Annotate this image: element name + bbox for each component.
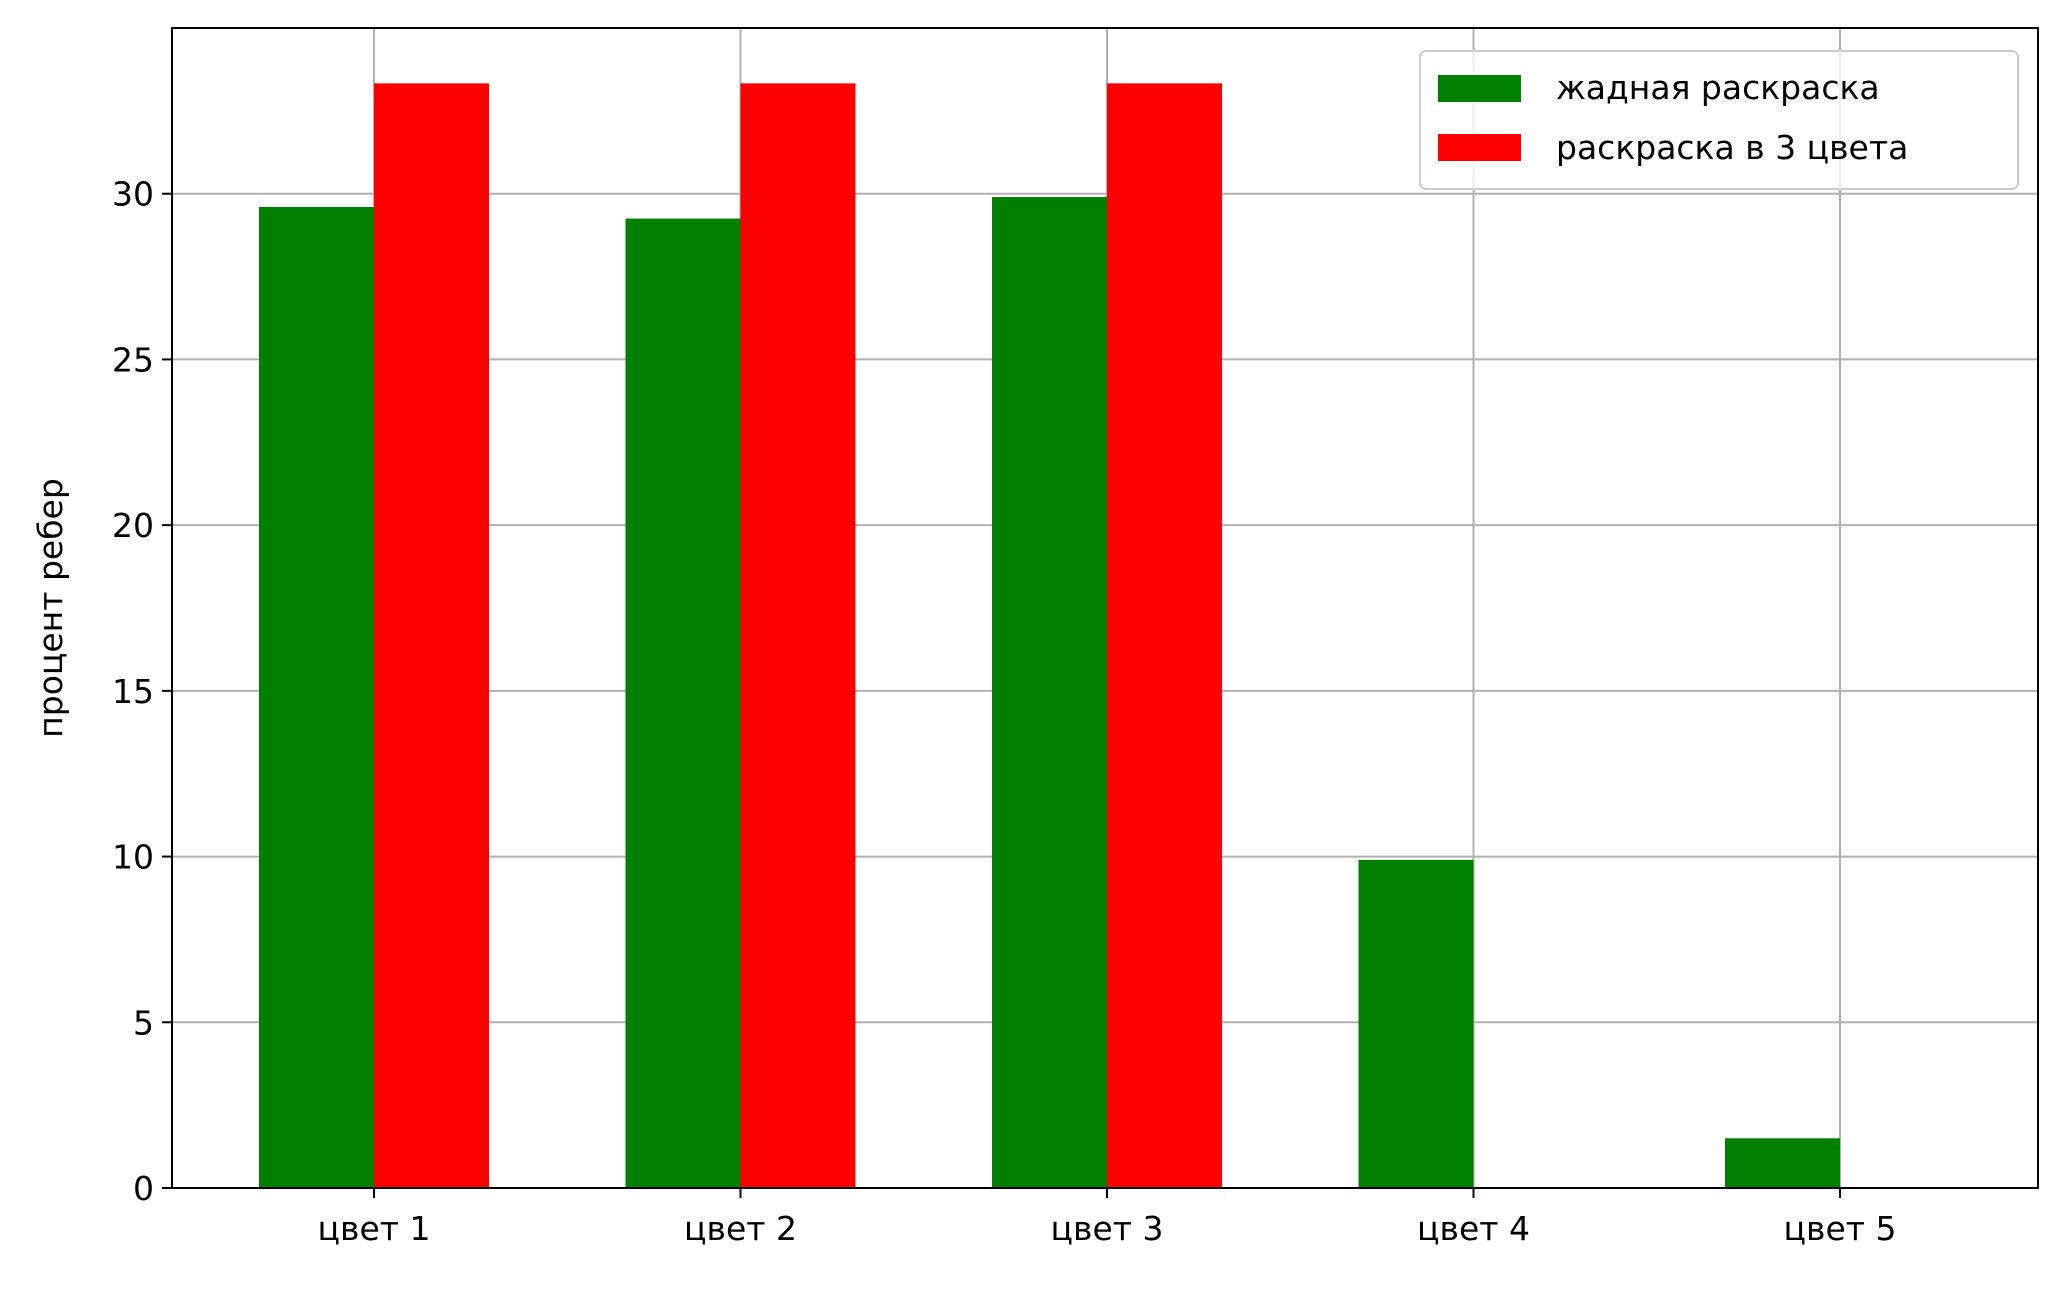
y-tick-label: 15 (112, 672, 154, 711)
legend-swatch-three-color (1438, 134, 1521, 161)
bar-three-color-1 (374, 83, 489, 1188)
y-tick-label: 5 (133, 1003, 154, 1042)
y-tick-label: 0 (133, 1169, 154, 1208)
bar-three-color-3 (1107, 83, 1222, 1188)
bar-greedy-1 (259, 206, 374, 1188)
legend-swatch-greedy (1438, 75, 1521, 102)
x-tick-label: цвет 1 (318, 1209, 431, 1248)
bar-three-color-2 (740, 83, 856, 1188)
axis-ticks: 0 5 10 15 20 25 30 цвет 1 цвет 2 цвет 3 цвет 4 цвет… (112, 175, 1896, 1248)
legend-frame (1419, 50, 2019, 190)
x-tick-label: цвет 4 (1417, 1209, 1530, 1248)
x-tick-label: цвет 2 (684, 1209, 797, 1248)
legend-label-greedy: жадная раскраска (1556, 68, 1880, 107)
bars (259, 83, 1840, 1189)
bar-greedy-4 (1358, 859, 1474, 1188)
y-tick-label: 20 (112, 506, 154, 545)
x-tick-label: цвет 5 (1784, 1209, 1897, 1248)
plot-frame (171, 27, 2039, 1189)
y-tick-label: 10 (112, 838, 154, 877)
y-axis-label: процент ребер (31, 478, 70, 738)
y-tick-label: 30 (112, 175, 154, 214)
legend: жадная раскраска раскраска в 3 цвета (1419, 50, 2019, 190)
bar-greedy-2 (625, 218, 741, 1189)
bar-greedy-5 (1725, 1138, 1840, 1188)
x-tick-label: цвет 3 (1051, 1209, 1164, 1248)
legend-label-three-color: раскраска в 3 цвета (1556, 128, 1908, 167)
bar-greedy-3 (992, 197, 1107, 1188)
y-tick-label: 25 (112, 340, 154, 379)
